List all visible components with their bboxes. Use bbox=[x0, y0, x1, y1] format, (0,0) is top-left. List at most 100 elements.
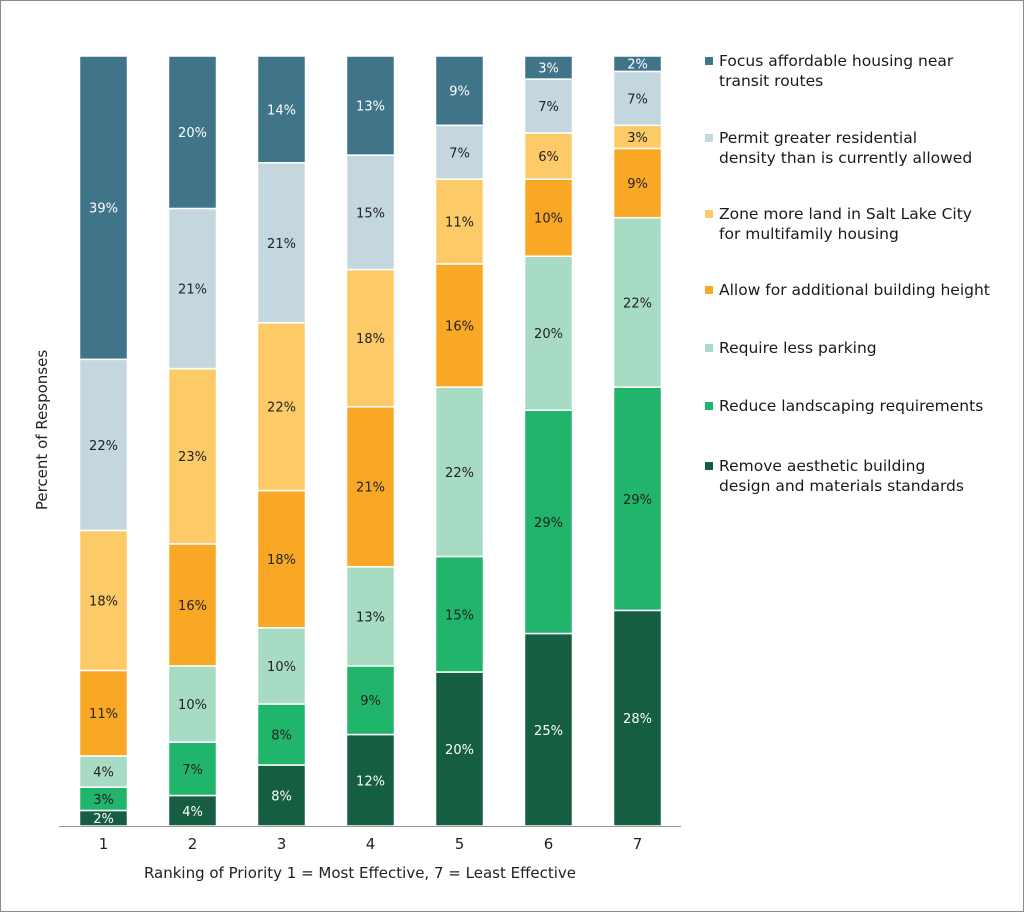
legend-item-aesthetic: Remove aesthetic building design and mat… bbox=[705, 456, 964, 496]
data-label: 7% bbox=[449, 146, 470, 161]
data-label: 3% bbox=[93, 793, 114, 808]
legend-item-height: Allow for additional building height bbox=[705, 280, 990, 300]
bar-segment bbox=[78, 755, 129, 788]
data-label: 18% bbox=[356, 332, 385, 347]
bar-segment bbox=[167, 794, 218, 827]
bar-segment bbox=[78, 529, 129, 672]
bar-segment bbox=[78, 358, 129, 532]
bar-segment bbox=[167, 665, 218, 743]
data-label: 7% bbox=[538, 100, 559, 115]
data-label: 10% bbox=[178, 698, 207, 713]
data-label: 9% bbox=[360, 694, 381, 709]
legend-item-landscaping: Reduce landscaping requirements bbox=[705, 396, 983, 416]
data-label: 18% bbox=[267, 553, 296, 568]
data-label: 13% bbox=[356, 100, 385, 115]
bar-segment bbox=[434, 55, 485, 127]
bar-segment bbox=[256, 489, 307, 629]
bar-segment bbox=[78, 55, 129, 361]
data-label: 18% bbox=[89, 594, 118, 609]
data-label: 16% bbox=[445, 320, 474, 335]
bar-segment bbox=[256, 627, 307, 705]
data-label: 21% bbox=[356, 481, 385, 496]
legend-label-line: Zone more land in Salt Lake City bbox=[719, 205, 972, 223]
bar-segment bbox=[256, 764, 307, 827]
x-tick-label: 7 bbox=[633, 835, 643, 853]
legend-label-line: Reduce landscaping requirements bbox=[719, 397, 984, 415]
bar-segment bbox=[523, 55, 574, 80]
legend-swatch-icon bbox=[705, 286, 713, 294]
bar-segment bbox=[345, 665, 396, 736]
data-label: 15% bbox=[356, 206, 385, 221]
data-label: 7% bbox=[627, 92, 648, 107]
bar-segment bbox=[345, 268, 396, 408]
bar-segment bbox=[167, 367, 218, 545]
data-label: 3% bbox=[538, 62, 559, 77]
bar-segment bbox=[167, 55, 218, 210]
bar-segment bbox=[345, 733, 396, 827]
data-label: 2% bbox=[93, 812, 114, 827]
x-tick-label: 5 bbox=[455, 835, 465, 853]
data-label: 8% bbox=[271, 729, 292, 744]
legend-item-zoning: Zone more land in Salt Lake City for mul… bbox=[705, 204, 972, 244]
data-label: 20% bbox=[178, 126, 207, 141]
bar-segment bbox=[434, 555, 485, 673]
data-label: 22% bbox=[445, 466, 474, 481]
bar-segment bbox=[434, 263, 485, 388]
bar-segment bbox=[612, 55, 663, 73]
x-tick-label: 3 bbox=[277, 835, 287, 853]
legend-swatch-icon bbox=[705, 57, 713, 65]
legend-item-transit: Focus affordable housing near transit ro… bbox=[705, 51, 953, 91]
x-tick-label: 6 bbox=[544, 835, 554, 853]
bar-segment bbox=[523, 178, 574, 257]
legend-swatch-icon bbox=[705, 402, 713, 410]
bar-segment bbox=[523, 78, 574, 134]
data-label: 22% bbox=[267, 401, 296, 416]
data-label: 10% bbox=[267, 660, 296, 675]
x-tick-label: 4 bbox=[366, 835, 376, 853]
bar-segment bbox=[167, 207, 218, 370]
data-label: 9% bbox=[449, 85, 470, 100]
bar-segment bbox=[434, 386, 485, 558]
legend-label-line: Focus affordable housing near bbox=[719, 52, 954, 70]
data-label: 11% bbox=[89, 707, 118, 722]
data-label: 25% bbox=[534, 724, 563, 739]
data-label: 22% bbox=[623, 296, 652, 311]
bar-segment bbox=[345, 566, 396, 667]
data-label: 11% bbox=[445, 216, 474, 231]
data-label: 10% bbox=[534, 212, 563, 227]
data-label: 14% bbox=[267, 103, 296, 118]
data-label: 9% bbox=[627, 177, 648, 192]
legend-label-line: Require less parking bbox=[719, 339, 877, 357]
bar-segment bbox=[612, 216, 663, 388]
data-label: 4% bbox=[93, 766, 114, 781]
data-label: 29% bbox=[623, 493, 652, 508]
data-label: 4% bbox=[182, 805, 203, 820]
y-axis-label: Percent of Responses bbox=[33, 350, 51, 510]
data-label: 15% bbox=[445, 608, 474, 623]
data-label: 22% bbox=[89, 439, 118, 454]
legend-item-parking: Require less parking bbox=[705, 338, 877, 358]
legend-label-line: transit routes bbox=[719, 72, 824, 90]
data-label: 2% bbox=[627, 58, 648, 73]
x-axis-label: Ranking of Priority 1 = Most Effective, … bbox=[144, 864, 576, 882]
legend-swatch-icon bbox=[705, 462, 713, 470]
data-label: 21% bbox=[178, 283, 207, 298]
bar-segment bbox=[256, 161, 307, 324]
bar-segment bbox=[523, 132, 574, 180]
legend-swatch-icon bbox=[705, 344, 713, 352]
legend-swatch-icon bbox=[705, 210, 713, 218]
legend-label-line: for multifamily housing bbox=[719, 225, 899, 243]
data-label: 3% bbox=[627, 131, 648, 146]
data-label: 7% bbox=[182, 763, 203, 778]
bar-segment bbox=[345, 55, 396, 156]
legend-label-line: density than is currently allowed bbox=[719, 149, 973, 167]
legend-label-line: Allow for additional building height bbox=[719, 281, 990, 299]
legend-label-line: design and materials standards bbox=[719, 477, 964, 495]
data-label: 21% bbox=[267, 237, 296, 252]
legend-label-line: Permit greater residential bbox=[719, 129, 917, 147]
bar-segment bbox=[523, 409, 574, 635]
data-label: 39% bbox=[89, 202, 118, 217]
bar-segment bbox=[256, 322, 307, 492]
